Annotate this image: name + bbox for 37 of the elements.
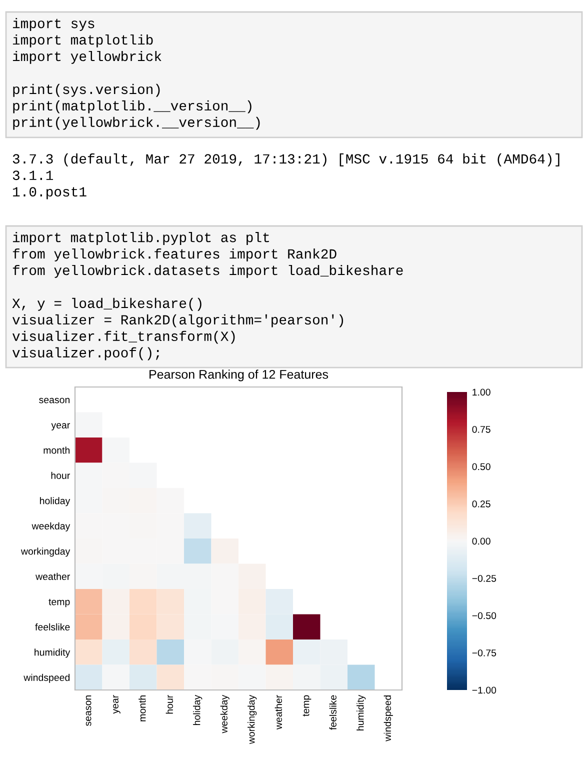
x-tick-label: temp (302, 695, 312, 716)
color-bar-label: 0.75 (472, 426, 490, 433)
y-tick-label: humidity (34, 648, 70, 658)
text: import matplotlib.pyplot as plt from yellowbrick.features import Rank2D from yellowbrick.datasets import load_bikeshare X, y = load_bikeshare() visualizer = Rank2D(algorithm='pearson') visualizer.fit_transform(X) visualizer.poof(); (12, 232, 403, 360)
y-tick-label: workingday (20, 548, 70, 557)
color-bar-label: 1.00 (472, 388, 490, 396)
y-tick-label: weather (36, 572, 70, 580)
x-tick-label: holiday (193, 694, 202, 725)
y-tick-label: season (39, 398, 70, 404)
x-tick-label: season (86, 695, 92, 726)
y-tick-label: holiday (40, 497, 70, 506)
color-bar-label: 0.50 (472, 463, 490, 470)
x-tick-label: weather (274, 695, 282, 730)
x-tick-label: humidity (356, 694, 366, 730)
x-tick-label: workingday (248, 694, 257, 744)
y-tick-label: temp (48, 598, 70, 608)
x-tick-label: month (138, 695, 146, 722)
y-tick-label: windspeed (24, 674, 70, 683)
x-tick-label: feelslike (329, 695, 336, 730)
x-tick-label: hour (166, 695, 173, 714)
chart-title: Pearson Ranking of 12 Features (150, 370, 328, 382)
color-bar-label: −0.50 (472, 612, 496, 620)
y-tick-label: weekday (32, 522, 70, 532)
color-bar-label: −0.25 (472, 574, 496, 582)
color-bar-label: −1.00 (472, 686, 496, 694)
y-tick-label: feelslike (35, 623, 70, 630)
y-tick-label: hour (51, 472, 70, 479)
x-tick-label: year (113, 695, 120, 714)
y-tick-label: month (44, 446, 70, 454)
color-bar-label: −0.75 (472, 649, 496, 656)
x-tick-label: weekday (220, 694, 230, 734)
color-bar-label: 0.25 (472, 500, 490, 508)
x-tick-label: windspeed (384, 695, 393, 742)
color-bar-label: 0.00 (472, 538, 490, 545)
text: import sys import matplotlib import yellowbrick print(sys.version) print(matplotlib.__version__) print(yellowbrick.__version__) (12, 18, 260, 130)
text: 3.7.3 (default, Mar 27 2019, 17:13:21) [MSC v.1915 64 bit (AMD64)] 3.1.1 1.0.post1 (12, 153, 560, 200)
y-tick-label: year (51, 423, 70, 430)
